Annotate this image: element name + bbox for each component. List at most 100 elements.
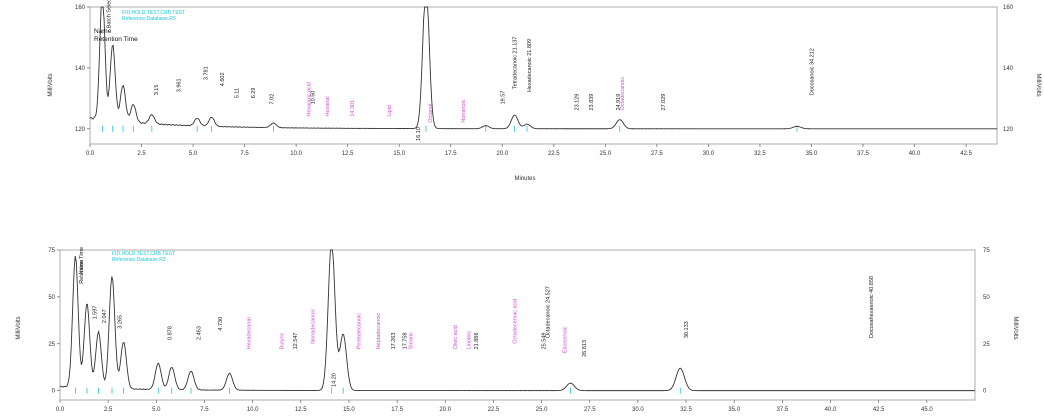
peak-label: 4.602 bbox=[220, 72, 226, 86]
x-tick-label: 7.5 bbox=[240, 151, 249, 157]
x-tick-label: 12.5 bbox=[342, 151, 354, 157]
x-tick-label: 35.0 bbox=[728, 407, 740, 413]
peak-label: Octadecanoic 24.527 bbox=[545, 286, 551, 338]
x-tick-label: 15.0 bbox=[393, 151, 405, 157]
reference-peak-label: Octanal bbox=[428, 104, 434, 123]
bottom-legend-cyan-2: Reference.Database.R3 bbox=[112, 257, 166, 263]
top-x-axis-label: Minutes bbox=[514, 176, 535, 182]
x-tick-label: 5.0 bbox=[189, 151, 198, 157]
top-legend: FID.HOLD.TEST.CRB.TEST Reference.Databas… bbox=[94, 10, 185, 43]
top-y-tick-labels: 120 120 140 140 160 160 bbox=[75, 5, 1014, 133]
reference-peak-label: Heptadecanoic bbox=[376, 312, 382, 349]
bottom-legend: FID.HOLD.TEST.CRB.TEST Reference.Databas… bbox=[112, 251, 175, 263]
x-tick-label: 30.0 bbox=[632, 407, 644, 413]
peak-label: Tetradecanoic 21.137 bbox=[513, 37, 519, 90]
reference-peak-label: Pentadecanoic bbox=[356, 313, 362, 350]
reference-peak-label: Linoleic bbox=[466, 330, 472, 349]
reference-peak-label: Octadecanoic bbox=[620, 77, 626, 111]
x-tick-label: 30.0 bbox=[703, 151, 715, 157]
peak-label: 21.888 bbox=[474, 333, 480, 350]
peak-label: 12.547 bbox=[293, 333, 299, 350]
peak-label: 2.463 bbox=[197, 326, 203, 340]
bottom-plot-frame bbox=[59, 249, 976, 401]
x-tick-label: 25.0 bbox=[536, 407, 548, 413]
peak-label: 5.11 bbox=[234, 88, 240, 98]
top-y-axis-label-right: MilliVolts bbox=[1035, 73, 1041, 96]
reference-peak-label: Eicosenoic bbox=[563, 326, 569, 353]
bottom-x-tick-labels: 0.0 2.5 5.0 7.5 10.0 12.5 15.0 17.5 20.0 22.5 25.0… bbox=[56, 400, 933, 413]
reference-peak-label: Oleic acid bbox=[453, 325, 459, 349]
peak-label: 24.919 bbox=[616, 94, 622, 111]
x-tick-label: 2.5 bbox=[104, 407, 113, 413]
peak-label: 17.758 bbox=[403, 333, 409, 350]
reference-peak-label: Nonadecanoic bbox=[310, 308, 316, 343]
x-tick-label: 10.0 bbox=[290, 151, 302, 157]
peak-label: 4.730 bbox=[218, 317, 224, 331]
peak-label: 6.29 bbox=[251, 88, 257, 99]
y-tick-label-left: 25 bbox=[48, 342, 55, 348]
peak-label: 2.047 bbox=[102, 309, 108, 323]
top-x-tick-labels: 0.0 2.5 5.0 7.5 10.0 12.5 15.0 17.5 20.0 22.5 25.0… bbox=[86, 144, 973, 157]
y-tick-label-right: 0 bbox=[983, 389, 987, 395]
top-legend-name: Name bbox=[94, 28, 112, 35]
y-tick-label-left: 120 bbox=[75, 127, 86, 133]
top-peak-markers bbox=[101, 125, 798, 132]
peak-label: 26.813 bbox=[582, 340, 588, 357]
y-tick-label-right: 75 bbox=[983, 248, 990, 254]
peak-label: 16.10 bbox=[416, 127, 422, 141]
peak-label: 3.961 bbox=[177, 78, 183, 92]
x-tick-label: 42.5 bbox=[960, 151, 972, 157]
x-tick-label: 20.0 bbox=[439, 407, 451, 413]
peak-label: 14.20 bbox=[331, 373, 337, 387]
top-chromatogram-trace bbox=[89, 6, 997, 130]
x-tick-label: 40.0 bbox=[909, 151, 921, 157]
peak-label: 3.265 bbox=[118, 315, 124, 329]
top-y-axis-label-left: MilliVolts bbox=[48, 73, 54, 96]
bottom-y-axis-label-right: MilliVolts bbox=[1012, 316, 1018, 339]
peak-label: Batch Selection Time bbox=[107, 0, 113, 28]
x-tick-label: 0.0 bbox=[56, 407, 65, 413]
x-tick-label: 20.0 bbox=[496, 151, 508, 157]
x-tick-label: 12.5 bbox=[295, 407, 307, 413]
bottom-chromatogram-panel: MilliVolts MilliVolts 0.0 2.5 5.0 7.5 10.0 12… bbox=[16, 247, 1018, 413]
peak-label: 7.02 bbox=[270, 94, 276, 105]
x-tick-label: 42.5 bbox=[873, 407, 885, 413]
y-tick-label-right: 50 bbox=[983, 295, 990, 301]
reference-peak-label: Hexadecanal bbox=[247, 317, 253, 349]
x-tick-label: 25.0 bbox=[599, 151, 611, 157]
top-peak-annotations: Batch Selection Time 3.15 3.961 3.781 4.602 5… bbox=[107, 0, 816, 141]
top-legend-cyan-2: Reference.Database.R3 bbox=[122, 16, 176, 22]
peak-label: 0.878 bbox=[168, 326, 174, 340]
peak-label: 3.781 bbox=[203, 66, 209, 80]
peak-label: Retention Time bbox=[79, 247, 85, 284]
peak-label: 23.839 bbox=[589, 94, 595, 111]
x-tick-label: 15.0 bbox=[343, 407, 355, 413]
x-tick-label: 37.5 bbox=[777, 407, 789, 413]
x-tick-label: 0.0 bbox=[86, 151, 95, 157]
peak-label: Docosahexaenoic 40.858 bbox=[869, 276, 875, 338]
x-tick-label: 7.5 bbox=[200, 407, 209, 413]
x-tick-label: 10.0 bbox=[247, 407, 259, 413]
peak-label: 25.549 bbox=[541, 333, 547, 350]
x-tick-label: 35.0 bbox=[806, 151, 818, 157]
reference-peak-label: Lipid bbox=[387, 105, 393, 117]
peak-label: 19.57 bbox=[500, 91, 506, 105]
x-tick-label: 2.5 bbox=[137, 151, 146, 157]
y-tick-label-right: 140 bbox=[1003, 66, 1014, 72]
top-plot-frame bbox=[89, 6, 998, 145]
reference-peak-label: Hexanoic acid bbox=[307, 82, 313, 117]
top-legend-cyan-1: FID.HOLD.TEST.CRB.TEST bbox=[122, 10, 185, 16]
reference-peak-label: Octadecenoic acid bbox=[512, 299, 518, 344]
peak-label: 10.50 bbox=[311, 91, 317, 105]
peak-label: 23.129 bbox=[575, 94, 581, 111]
bottom-y-axis-label-left: MilliVolts bbox=[16, 316, 22, 339]
x-tick-label: 22.5 bbox=[488, 407, 500, 413]
y-tick-label-left: 160 bbox=[75, 5, 86, 11]
peak-label: Name bbox=[79, 260, 85, 275]
peak-label: Hexadecanoic 21.809 bbox=[527, 39, 533, 92]
x-tick-label: 22.5 bbox=[548, 151, 560, 157]
peak-label: 1.597 bbox=[93, 306, 99, 320]
peak-label: 30.133 bbox=[684, 321, 690, 338]
reference-peak-label: Butyric bbox=[279, 332, 285, 349]
